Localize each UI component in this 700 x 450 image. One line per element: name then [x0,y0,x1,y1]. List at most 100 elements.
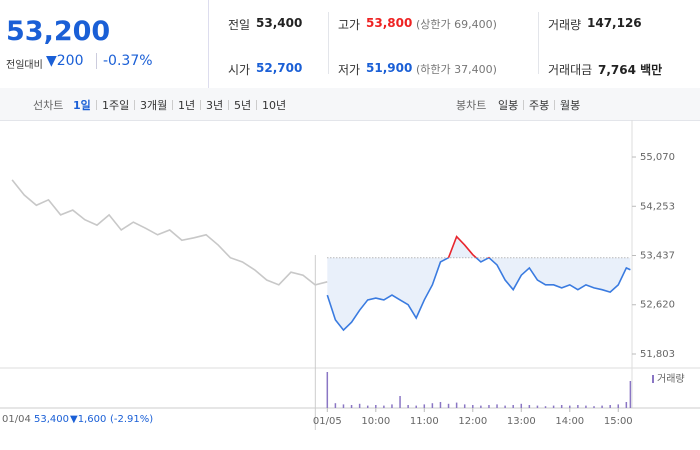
divider [208,0,209,88]
volume-bar [609,405,611,408]
volume-bar [577,405,579,408]
stat-value: 7,764 백만 [598,63,663,77]
period-button[interactable]: 1주일 [102,99,130,112]
volume-bar [375,405,377,408]
y-tick-label: 52,620 [640,300,675,311]
price-line [11,179,328,286]
volume-bar [569,405,571,408]
volume-bar [423,404,426,408]
volume-legend-swatch [652,375,654,383]
volume-bar [383,405,385,408]
footer-rate: (-2.91%) [110,414,154,425]
volume-bar [455,402,458,408]
toolbar [0,88,700,121]
change: ▼200 [46,53,84,69]
volume-bar [472,405,474,408]
volume-bar [520,403,523,408]
volume-bar [617,404,620,408]
volume-bar [601,405,603,408]
change-label: 전일대비 [6,60,43,71]
volume-bar [480,405,482,408]
volume-bar [488,405,490,408]
period-button[interactable]: 3개월 [140,99,168,112]
period-button[interactable]: 1년 [178,99,196,112]
candle-button[interactable]: 일봉 [498,99,519,112]
volume-bar [399,396,401,408]
separator [228,100,229,110]
stat-divider [538,12,539,74]
volume-bar [625,402,628,408]
toolbar-label: 선차트 [33,99,64,112]
candle-button[interactable]: 월봉 [560,99,581,112]
area-fill [327,236,631,331]
toolbar-label: 봉차트 [456,99,487,112]
separator [523,100,524,110]
volume-label: 거래량 [657,373,685,385]
candle-button[interactable]: 주봉 [529,99,550,112]
volume-bar [504,405,506,408]
volume-bar [407,405,409,408]
stat-divider [328,12,329,74]
period-button[interactable]: 3년 [206,99,224,112]
stat-value: 53,400 [256,16,303,30]
volume-bar [560,405,563,408]
volume-bar [342,404,345,408]
x-tick-label: 12:00 [458,416,487,427]
y-tick-label: 51,803 [640,349,675,360]
separator [554,100,555,110]
period-button[interactable]: 1일 [73,99,91,112]
stat-note: (하한가 37,400) [416,63,497,76]
footer-change: ▼1,600 [70,414,107,425]
volume-bar [391,404,393,408]
price-line-down [326,257,631,332]
volume-bar [415,405,417,408]
volume-bar [334,403,337,408]
volume-bar [431,403,434,408]
stat-label: 시가 [228,63,251,77]
stat-note: (상한가 69,400) [416,18,497,31]
volume-bar [366,405,369,408]
change-rate: -0.37% [96,53,153,69]
x-tick-label: 01/05 [313,416,342,427]
y-tick-label: 55,070 [640,152,675,163]
volume-bar [350,405,353,408]
price: 53,200 [6,16,111,47]
volume-bar [358,403,361,408]
period-button[interactable]: 10년 [262,99,287,112]
stat-label: 저가 [338,63,361,77]
volume-bar [552,405,555,408]
volume-bar [528,405,531,408]
stat-label: 고가 [338,18,361,32]
volume-bar [447,403,450,408]
volume-bar [629,381,632,408]
separator [200,100,201,110]
x-tick-label: 14:00 [555,416,584,427]
separator [256,100,257,110]
separator [134,100,135,110]
volume-bar [512,405,514,408]
volume-bar [496,404,498,408]
y-tick-label: 53,437 [640,250,675,261]
x-tick-label: 15:00 [604,416,633,427]
volume-bar [463,404,466,408]
footer-price: 53,400 [34,414,69,425]
stat-value: 52,700 [256,61,303,75]
volume-bar [593,406,595,408]
volume-bar [439,402,442,408]
volume-bar [536,405,539,408]
x-tick-label: 11:00 [410,416,439,427]
stat-value: 147,126 [587,16,642,30]
volume-bar [544,406,547,408]
stat-label: 거래대금 [548,63,593,77]
stat-label: 전일 [228,18,251,32]
footer-date: 01/04 [2,414,31,425]
stat-value: 51,900 [366,61,413,75]
stat-label: 거래량 [548,18,582,32]
separator [172,100,173,110]
x-tick-label: 10:00 [361,416,390,427]
y-tick-label: 54,253 [640,201,675,212]
x-tick-label: 13:00 [507,416,536,427]
period-button[interactable]: 5년 [234,99,252,112]
